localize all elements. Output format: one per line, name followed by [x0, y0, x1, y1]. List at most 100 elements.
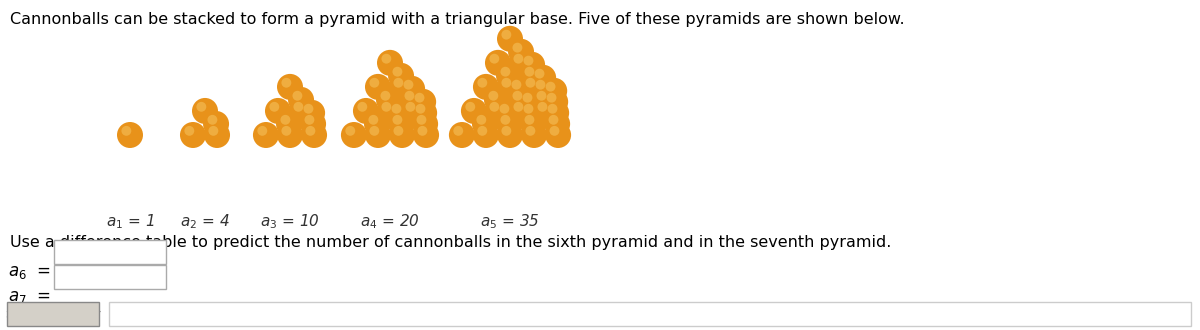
Circle shape	[518, 89, 544, 115]
Circle shape	[185, 126, 194, 136]
Text: Cannonballs can be stacked to form a pyramid with a triangular base. Five of the: Cannonballs can be stacked to form a pyr…	[10, 12, 905, 27]
Circle shape	[461, 98, 487, 124]
Circle shape	[466, 102, 475, 112]
Circle shape	[389, 122, 415, 148]
Circle shape	[544, 100, 569, 126]
Circle shape	[304, 104, 313, 114]
Circle shape	[389, 74, 415, 100]
Circle shape	[300, 111, 326, 137]
Circle shape	[353, 98, 379, 124]
Circle shape	[532, 87, 558, 113]
Circle shape	[282, 126, 292, 136]
Circle shape	[282, 78, 292, 88]
Circle shape	[253, 122, 278, 148]
Circle shape	[526, 126, 535, 136]
Circle shape	[209, 126, 218, 136]
Circle shape	[269, 102, 280, 112]
Circle shape	[413, 122, 439, 148]
Circle shape	[512, 91, 522, 101]
Circle shape	[546, 93, 557, 103]
Circle shape	[341, 122, 367, 148]
Circle shape	[485, 50, 511, 76]
Circle shape	[382, 54, 391, 64]
Circle shape	[521, 74, 547, 100]
Circle shape	[484, 87, 510, 113]
Circle shape	[365, 74, 391, 100]
Circle shape	[514, 54, 523, 64]
Circle shape	[365, 122, 391, 148]
Circle shape	[380, 91, 390, 101]
Circle shape	[508, 87, 534, 113]
Circle shape	[400, 87, 426, 113]
Circle shape	[547, 104, 558, 114]
Circle shape	[532, 76, 557, 102]
Circle shape	[550, 126, 559, 136]
Circle shape	[533, 98, 559, 124]
Circle shape	[410, 89, 436, 115]
Circle shape	[197, 102, 206, 112]
Circle shape	[546, 82, 556, 92]
Circle shape	[512, 43, 522, 52]
Circle shape	[401, 98, 427, 124]
Circle shape	[500, 115, 510, 125]
Circle shape	[192, 98, 218, 124]
Circle shape	[526, 78, 535, 88]
Circle shape	[508, 76, 533, 102]
Circle shape	[496, 111, 522, 137]
Text: $a_{1}$ = 1: $a_{1}$ = 1	[106, 213, 155, 231]
Circle shape	[403, 80, 413, 90]
Circle shape	[542, 89, 568, 115]
Circle shape	[449, 122, 475, 148]
Circle shape	[400, 76, 425, 102]
Circle shape	[301, 122, 328, 148]
Circle shape	[388, 111, 414, 137]
Circle shape	[370, 78, 379, 88]
Circle shape	[208, 115, 217, 125]
Circle shape	[496, 63, 522, 89]
Circle shape	[392, 67, 402, 77]
Circle shape	[394, 78, 403, 88]
Circle shape	[548, 115, 558, 125]
Circle shape	[535, 80, 546, 90]
Circle shape	[388, 63, 414, 89]
Circle shape	[490, 102, 499, 112]
Circle shape	[473, 122, 499, 148]
Circle shape	[485, 98, 511, 124]
Circle shape	[391, 104, 401, 114]
Circle shape	[118, 122, 143, 148]
Circle shape	[257, 126, 268, 136]
Circle shape	[478, 78, 487, 88]
Circle shape	[472, 111, 498, 137]
Circle shape	[204, 122, 230, 148]
Text: $a_{5}$ = 35: $a_{5}$ = 35	[480, 213, 540, 231]
Circle shape	[524, 67, 534, 77]
Circle shape	[370, 126, 379, 136]
Circle shape	[265, 98, 290, 124]
Circle shape	[536, 91, 546, 101]
Circle shape	[508, 39, 534, 65]
Circle shape	[523, 104, 534, 114]
Circle shape	[496, 100, 521, 126]
Circle shape	[497, 26, 523, 52]
Circle shape	[502, 78, 511, 88]
Circle shape	[502, 126, 511, 136]
Circle shape	[541, 78, 568, 104]
FancyBboxPatch shape	[109, 302, 1190, 326]
Circle shape	[497, 74, 523, 100]
Text: $a_6$  =: $a_6$ =	[8, 263, 50, 281]
Circle shape	[545, 122, 571, 148]
Circle shape	[392, 115, 402, 125]
Text: $a_7$  =: $a_7$ =	[8, 288, 50, 306]
Circle shape	[538, 102, 547, 112]
Circle shape	[377, 50, 403, 76]
Circle shape	[299, 100, 325, 126]
Text: Use a difference table to predict the number of cannonballs in the sixth pyramid: Use a difference table to predict the nu…	[10, 235, 892, 250]
Circle shape	[394, 126, 403, 136]
Circle shape	[511, 80, 521, 90]
Circle shape	[406, 102, 415, 112]
Circle shape	[514, 102, 523, 112]
Text: Submit Answer: Submit Answer	[6, 308, 100, 320]
Circle shape	[497, 122, 523, 148]
Circle shape	[418, 126, 427, 136]
FancyBboxPatch shape	[54, 240, 166, 264]
